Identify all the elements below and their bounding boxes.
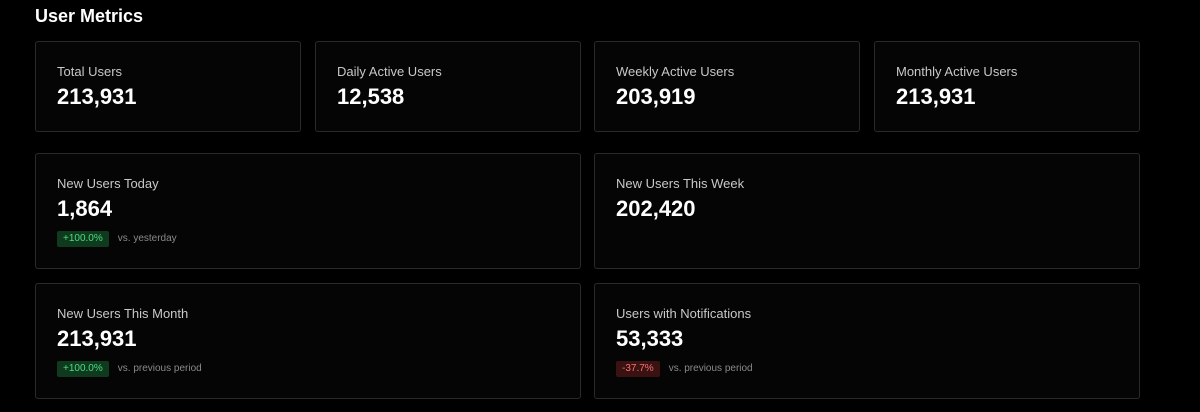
daily-active-users-card: Daily Active Users 12,538 [315, 41, 581, 132]
new-users-this-month-card: New Users This Month 213,931 +100.0% vs.… [35, 283, 581, 399]
card-label: Monthly Active Users [896, 64, 1018, 79]
card-value: 213,931 [896, 84, 976, 109]
card-label: New Users This Week [616, 176, 745, 191]
card-value: 1,864 [57, 196, 113, 221]
section-title: User Metrics [35, 6, 144, 26]
delta-row: +100.0% vs. previous period [57, 361, 202, 377]
monthly-active-users-card: Monthly Active Users 213,931 [874, 41, 1140, 132]
card-label: New Users Today [57, 176, 159, 191]
new-users-today-card: New Users Today 1,864 +100.0% vs. yester… [35, 153, 581, 269]
comparison-text: vs. yesterday [117, 233, 177, 244]
card-value: 213,931 [57, 326, 137, 351]
card-value: 202,420 [616, 196, 696, 221]
trend-badge: +100.0% [57, 231, 109, 247]
card-label: Daily Active Users [337, 64, 442, 79]
comparison-text: vs. previous period [668, 363, 753, 374]
card-value: 213,931 [57, 84, 137, 109]
weekly-active-users-card: Weekly Active Users 203,919 [594, 41, 860, 132]
new-users-this-week-card: New Users This Week 202,420 [594, 153, 1140, 269]
card-label: Total Users [57, 64, 123, 79]
card-label: New Users This Month [57, 306, 189, 321]
comparison-text: vs. previous period [117, 363, 202, 374]
card-value: 203,919 [616, 84, 696, 109]
delta-row: -37.7% vs. previous period [616, 361, 753, 377]
delta-row: +100.0% vs. yesterday [57, 231, 177, 247]
users-with-notifications-card: Users with Notifications 53,333 -37.7% v… [594, 283, 1140, 399]
card-value: 53,333 [616, 326, 684, 351]
card-label: Weekly Active Users [616, 64, 735, 79]
card-value: 12,538 [337, 84, 405, 109]
total-users-card: Total Users 213,931 [35, 41, 301, 132]
trend-badge: -37.7% [616, 361, 660, 377]
trend-badge: +100.0% [57, 361, 109, 377]
card-label: Users with Notifications [616, 306, 752, 321]
